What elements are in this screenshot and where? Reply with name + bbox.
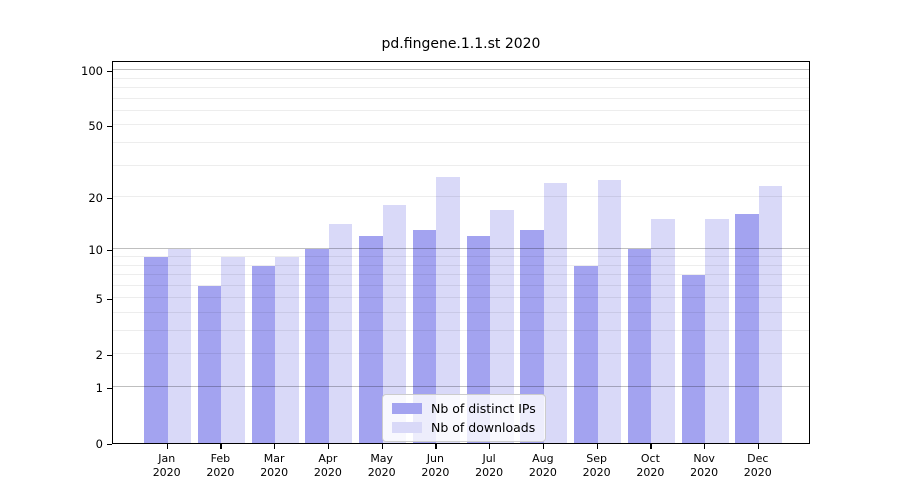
bar-downloads [758,186,783,443]
x-tick-label: Oct 2020 [636,452,665,479]
chart-title: pd.fingene.1.1.st 2020 [381,36,541,52]
x-tick [435,444,437,449]
y-tick-label: 50 [88,119,103,134]
gridline-minor [113,312,809,313]
legend-item-downloads: Nb of downloads [392,420,536,435]
gridline-minor [113,256,809,257]
legend-label-distinct-ips: Nb of distinct IPs [431,401,536,416]
x-tick-label: Sep 2020 [582,452,611,479]
bar-downloads [436,176,460,443]
x-tick-label: Mar 2020 [260,452,289,479]
bar-distinct-ips [735,214,759,443]
bar-distinct-ips [466,235,491,443]
x-tick [220,444,222,449]
y-tick-label: 5 [95,292,103,307]
bar-downloads [382,205,407,443]
gridline-minor [113,330,809,331]
gridline-minor [113,274,809,275]
bar-downloads [221,257,245,443]
bar-downloads [705,219,729,443]
x-tick-label: Feb 2020 [206,452,235,479]
bar-distinct-ips [305,249,329,443]
y-tick [107,354,112,356]
x-tick [542,444,545,449]
x-tick [650,444,652,449]
x-tick [327,444,330,449]
bar-downloads [328,224,353,443]
bar-distinct-ips [681,275,706,443]
x-tick-label: Jan 2020 [152,452,181,479]
x-tick [274,444,276,449]
x-tick [166,444,168,449]
x-tick [489,444,491,449]
x-tick [757,444,759,449]
bar-downloads [167,249,192,443]
bar-distinct-ips [144,257,168,443]
plot-area: Nb of distinct IPs Nb of downloads [112,61,810,444]
x-tick-label: Apr 2020 [313,452,342,479]
x-tick [381,444,383,449]
y-tick [107,249,112,251]
x-tick [704,444,706,449]
y-tick-label: 2 [95,348,103,363]
gridline-minor [113,264,809,266]
gridline-minor [113,124,809,126]
y-axis: 0 1 2 5 10 20 50 100 [0,61,112,451]
y-tick [107,125,112,127]
x-tick-label: Dec 2020 [743,452,772,479]
gridline-minor [113,353,809,355]
bar-distinct-ips [197,285,222,443]
y-tick-label: 20 [88,191,103,205]
y-tick [107,443,112,445]
bar-distinct-ips [627,249,652,443]
gridline-minor [113,87,809,88]
x-tick-label: Aug 2020 [528,452,557,479]
gridline-minor [113,97,809,99]
x-tick [596,444,598,449]
bar-distinct-ips [359,235,383,443]
bar-downloads [543,182,568,443]
gridline-minor [113,284,809,286]
bar-distinct-ips [520,229,544,443]
gridline-minor [113,196,809,197]
gridline-minor [113,109,809,111]
gridline-major [113,248,809,250]
legend-item-distinct-ips: Nb of distinct IPs [392,401,536,416]
y-tick [107,387,112,389]
bar-distinct-ips [251,265,276,443]
x-tick-label: May 2020 [367,452,396,479]
gridline-minor [113,142,809,143]
legend: Nb of distinct IPs Nb of downloads [382,394,546,442]
gridline-minor [113,77,809,79]
gridline-major [113,69,809,71]
legend-swatch-distinct-ips [392,403,422,414]
bar-downloads [275,257,299,443]
bar-downloads [490,209,514,443]
x-tick-label: Nov 2020 [690,452,719,479]
y-tick-label: 10 [88,243,103,258]
bar-distinct-ips [412,229,437,443]
gridline-major [113,386,809,387]
x-tick-label: Jul 2020 [475,452,504,479]
y-tick [107,298,112,300]
legend-swatch-downloads [392,422,422,433]
legend-label-downloads: Nb of downloads [431,420,536,435]
bar-downloads [651,219,675,443]
bar-downloads [597,179,622,443]
y-tick-label: 100 [81,64,103,79]
y-tick-label: 1 [95,381,103,395]
x-axis: Jan 2020 Feb 2020 Mar 2020 Apr 2020 May 2020 Jun 20… [112,444,810,494]
gridline-minor [113,164,809,166]
gridline-minor [113,297,809,299]
y-tick [107,197,112,199]
y-tick-label: 0 [95,437,103,451]
x-tick-label: Jun 2020 [421,452,450,479]
y-tick [107,70,112,72]
bar-distinct-ips [574,265,598,443]
